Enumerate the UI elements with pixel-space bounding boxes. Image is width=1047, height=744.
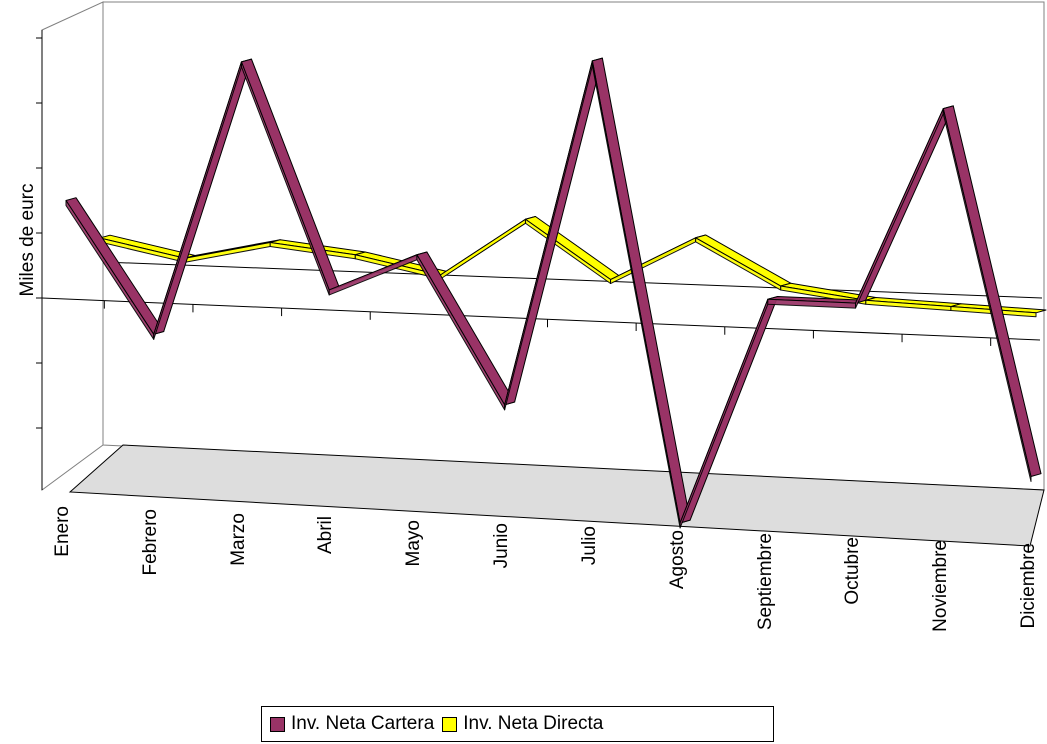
legend-label-cartera: Inv. Neta Cartera	[291, 713, 435, 734]
legend-label-directa: Inv. Neta Directa	[463, 713, 604, 734]
value-axis-ticks	[36, 37, 42, 429]
category-label: Febrero	[139, 509, 161, 576]
back-zero-line	[102, 261, 1043, 299]
legend-item-directa: Inv. Neta Directa	[442, 713, 603, 735]
category-label: Junio	[491, 523, 513, 569]
series-inv-neta-cartera	[65, 57, 1042, 529]
cartera-segment-edge	[942, 108, 1032, 482]
category-axis-ticks	[103, 300, 992, 346]
category-label: Mayo	[403, 519, 425, 567]
category-label: Agosto	[666, 529, 688, 589]
y-axis-label: Miles de eurc	[17, 183, 38, 297]
category-label: Julio	[578, 526, 600, 566]
y-axis-label-box: Miles de eurc	[10, 120, 46, 360]
floor	[68, 444, 1045, 547]
category-axis-zero-line	[41, 297, 1041, 341]
category-label: Octubre	[842, 536, 864, 605]
legend-item-cartera: Inv. Neta Cartera	[270, 713, 434, 735]
category-label: Enero	[52, 506, 73, 557]
category-label: Noviembre	[930, 540, 952, 632]
category-label: Septiembre	[754, 533, 776, 631]
legend: Inv. Neta Cartera Inv. Neta Directa	[261, 706, 774, 742]
legend-swatch-directa	[442, 716, 458, 732]
category-label: Marzo	[227, 512, 249, 566]
category-label: Diciembre	[1018, 543, 1039, 629]
category-label: Abril	[315, 516, 337, 555]
legend-swatch-cartera	[270, 716, 285, 732]
